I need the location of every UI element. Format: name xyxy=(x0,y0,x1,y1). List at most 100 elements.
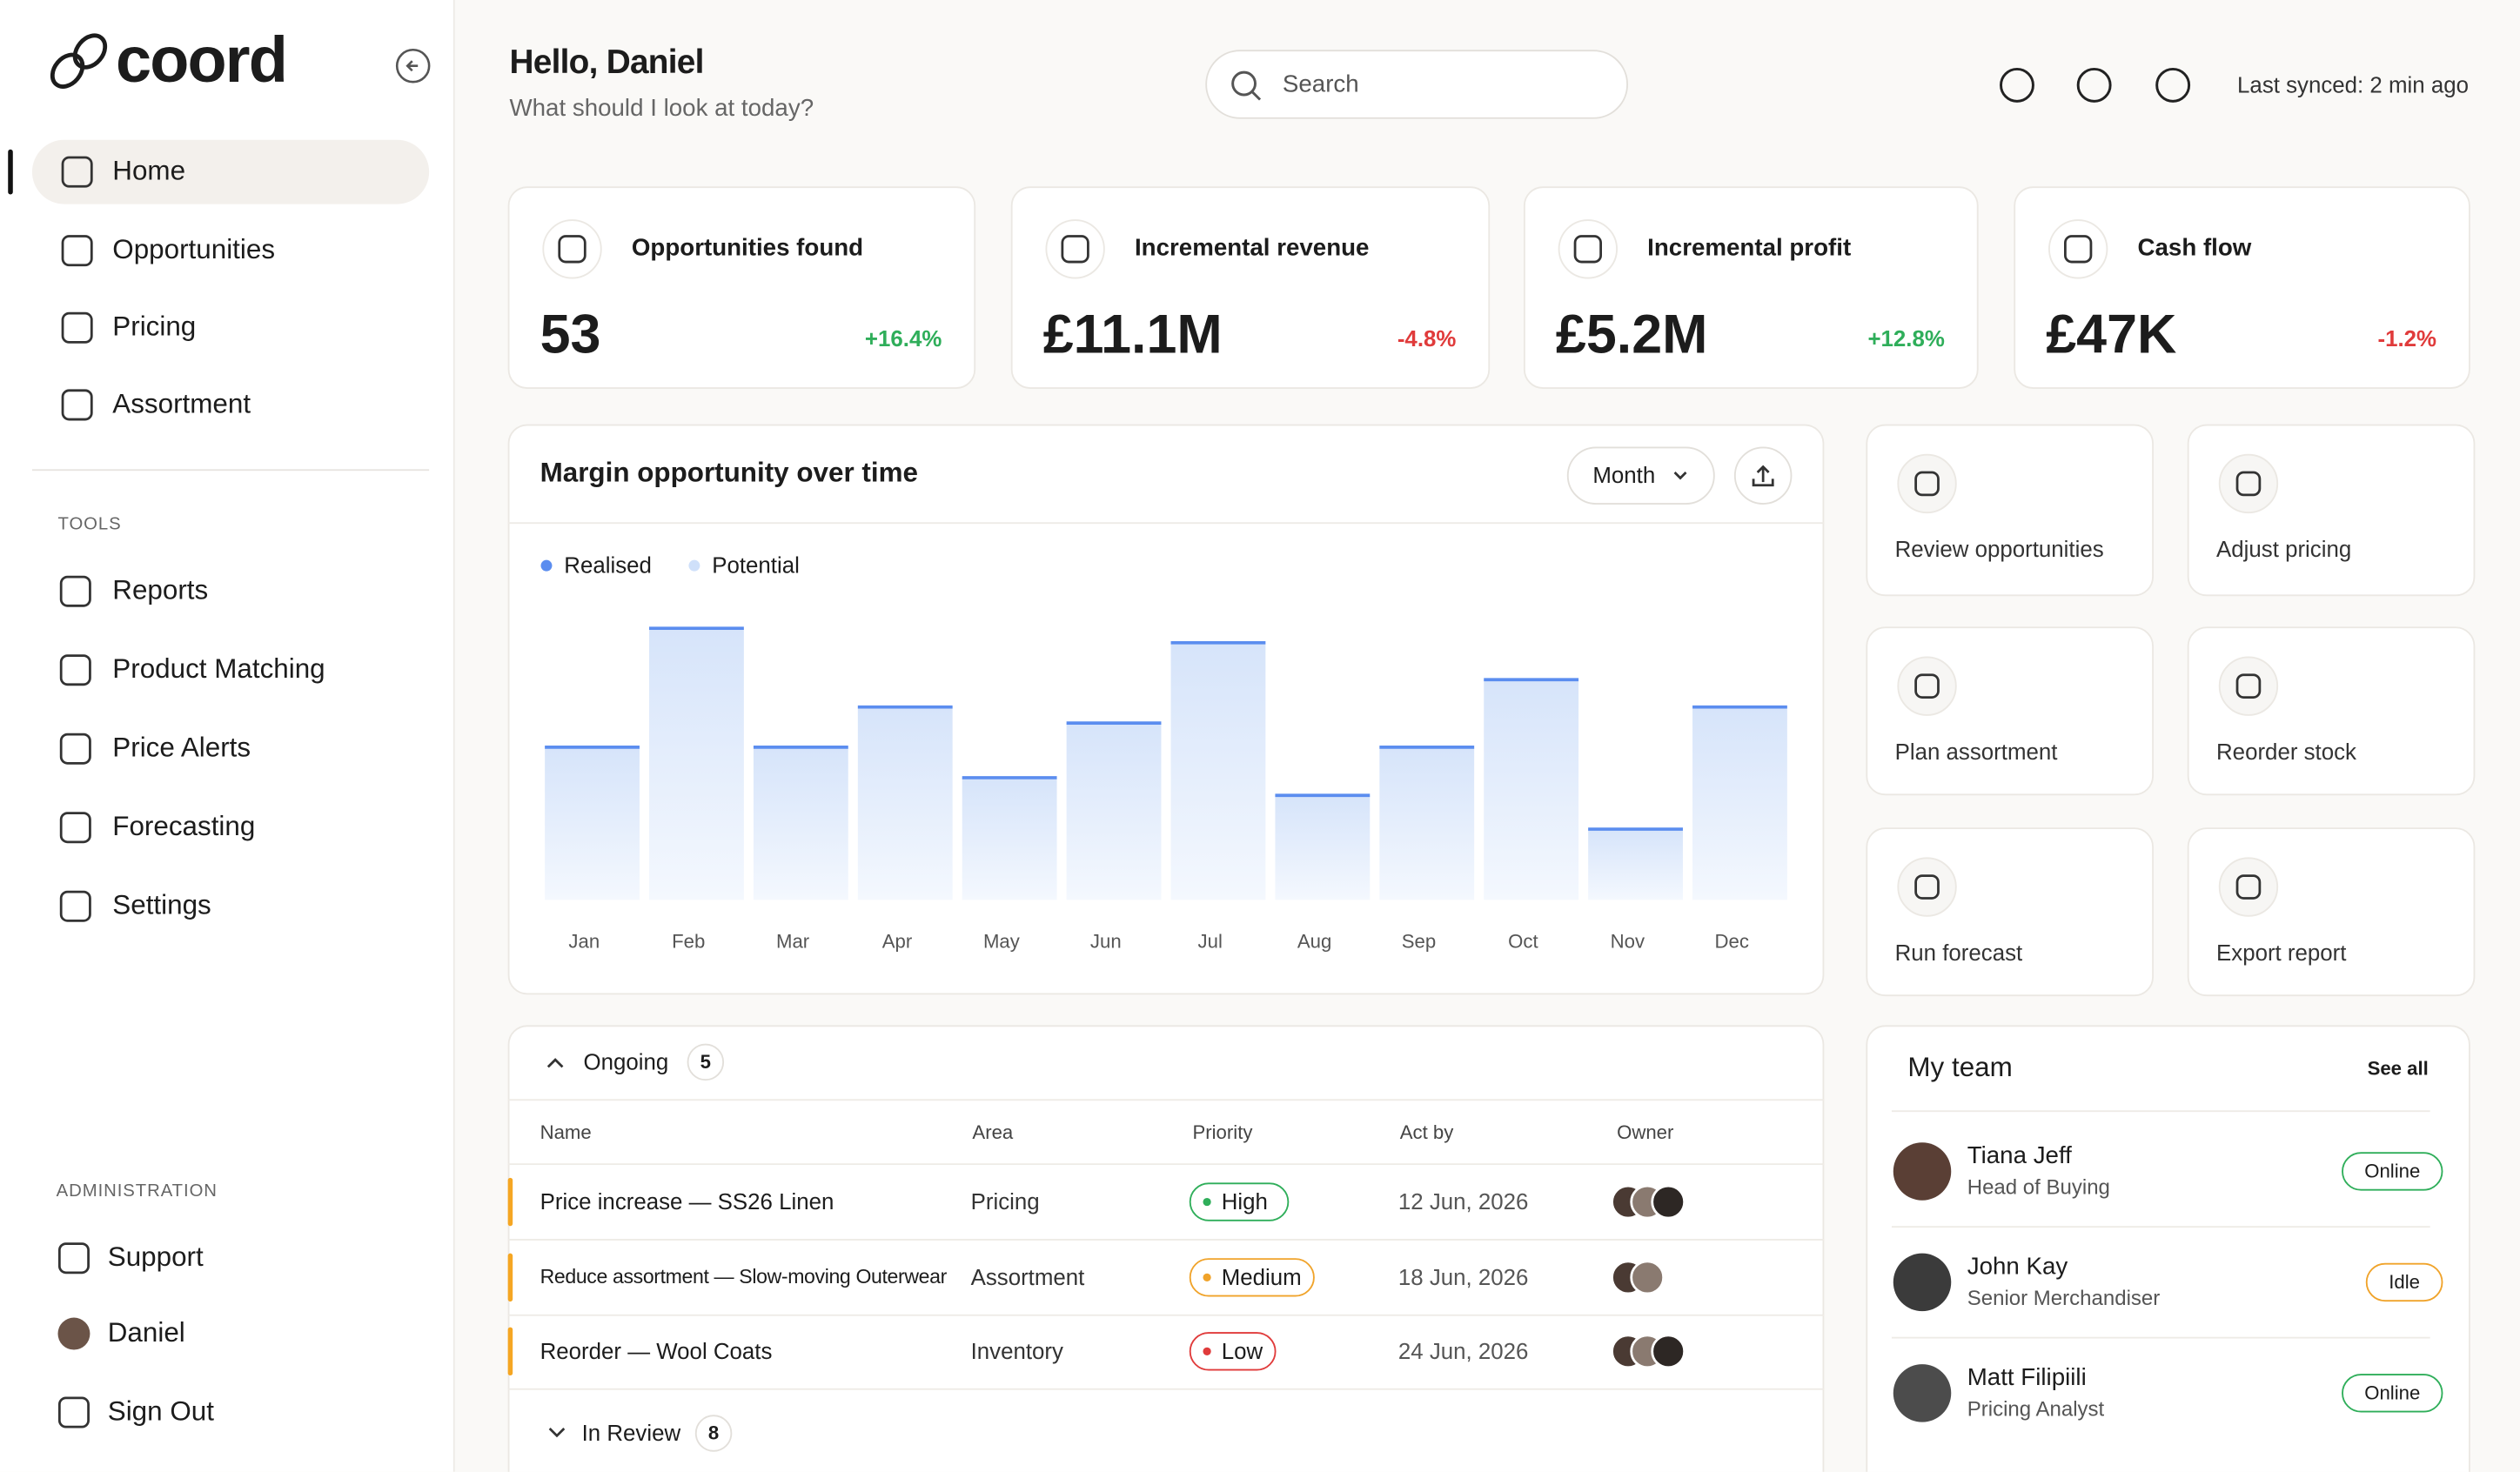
action-icon-bg xyxy=(2218,453,2279,514)
export-icon xyxy=(1752,465,1774,487)
count-badge xyxy=(694,1415,733,1452)
nav-item[interactable]: Pricing xyxy=(112,311,197,343)
kpi-value: 53 xyxy=(540,304,601,366)
nav-item[interactable]: Product Matching xyxy=(112,653,325,685)
period-button[interactable] xyxy=(1566,446,1715,505)
kpi-icon-bg xyxy=(1558,219,1619,279)
column-header: Name xyxy=(540,1121,592,1144)
kpi-value: £47K xyxy=(2046,304,2177,366)
owner-avatar xyxy=(1630,1260,1665,1295)
status-pill xyxy=(2365,1262,2443,1302)
nav-item[interactable]: Settings xyxy=(112,889,211,920)
divider xyxy=(507,1163,1825,1166)
status-pill xyxy=(2342,1374,2443,1413)
row-accent xyxy=(507,1253,513,1302)
kpi-card xyxy=(2014,186,2470,389)
icon xyxy=(1573,235,1602,264)
icon xyxy=(57,1242,90,1275)
member-role: Head of Buying xyxy=(1967,1174,2110,1200)
x-tick-label: Mar xyxy=(776,930,810,953)
icon xyxy=(61,235,93,267)
nav-item[interactable]: Reports xyxy=(112,574,209,606)
divider xyxy=(1891,1336,2430,1339)
divider xyxy=(507,522,1825,525)
nav-item[interactable]: Daniel xyxy=(107,1317,185,1348)
icon xyxy=(61,311,93,344)
kpi-value: £5.2M xyxy=(1555,304,1708,366)
chevron xyxy=(1673,472,1687,480)
subtitle: What should I look at today? xyxy=(509,94,814,123)
kpi-change: -1.2% xyxy=(2377,325,2437,351)
icon xyxy=(61,156,93,188)
action-label[interactable]: Reorder stock xyxy=(2216,738,2356,765)
icon xyxy=(59,733,91,765)
kpi-value: £11.1M xyxy=(1042,304,1223,366)
action-label[interactable]: Adjust pricing xyxy=(2216,536,2352,562)
icon xyxy=(57,1396,90,1429)
divider xyxy=(1891,1110,2430,1113)
legend-swatch xyxy=(540,559,553,572)
nav-item[interactable]: Support xyxy=(107,1241,204,1273)
owner-avatar xyxy=(1651,1334,1686,1369)
kpi-change: -4.8% xyxy=(1397,325,1457,351)
nav-item[interactable]: Assortment xyxy=(112,388,251,419)
legend-label: Potential xyxy=(712,552,800,579)
kpi-label: Incremental profit xyxy=(1647,234,1852,263)
bar xyxy=(545,746,640,900)
icon xyxy=(59,654,91,686)
divider xyxy=(507,1388,1825,1390)
bar xyxy=(753,746,848,900)
member-status: Idle xyxy=(2389,1270,2420,1294)
group-title[interactable]: In Review xyxy=(581,1420,681,1446)
bar xyxy=(1484,679,1579,900)
group-count: 8 xyxy=(707,1422,720,1445)
collapse-button[interactable] xyxy=(395,48,431,84)
task-area: Pricing xyxy=(970,1188,1040,1214)
search-box[interactable] xyxy=(1205,50,1629,119)
act-by: 18 Jun, 2026 xyxy=(1397,1263,1529,1290)
kpi-change: +12.8% xyxy=(1867,325,1945,351)
count-badge xyxy=(687,1043,725,1081)
kpi-icon-bg xyxy=(542,219,602,279)
kpi-card xyxy=(1010,186,1491,389)
icon xyxy=(1914,874,1940,900)
nav-item[interactable]: Forecasting xyxy=(112,811,256,842)
x-tick-label: Dec xyxy=(1714,930,1749,953)
icon xyxy=(1061,235,1089,264)
divider xyxy=(507,1099,1825,1101)
icon xyxy=(59,890,91,922)
task-name[interactable]: Reorder — Wool Coats xyxy=(540,1337,773,1364)
icon xyxy=(2235,874,2262,900)
nav-item[interactable]: Price Alerts xyxy=(112,732,251,763)
chart-title: Margin opportunity over time xyxy=(540,458,918,489)
column-header: Area xyxy=(972,1121,1014,1144)
action-label[interactable]: Export report xyxy=(2216,939,2347,966)
member-name: Tiana Jeff xyxy=(1967,1142,2072,1170)
period-label[interactable]: Month xyxy=(1592,462,1656,488)
task-area: Assortment xyxy=(970,1263,1085,1290)
owner-avatar xyxy=(1651,1184,1686,1220)
status-pill xyxy=(2342,1152,2443,1191)
member-avatar xyxy=(1893,1142,1952,1201)
action-label[interactable]: Run forecast xyxy=(1894,939,2023,966)
chevron xyxy=(548,1428,566,1438)
bar xyxy=(1275,795,1371,900)
x-tick-label: Jan xyxy=(568,930,600,953)
section-heading: TOOLS xyxy=(57,514,122,534)
see-all[interactable]: See all xyxy=(2367,1056,2429,1080)
nav-item[interactable]: Home xyxy=(112,155,186,186)
action-label[interactable]: Review opportunities xyxy=(1894,536,2104,562)
nav-item[interactable]: Opportunities xyxy=(112,234,276,265)
nav-item[interactable]: Sign Out xyxy=(107,1395,214,1427)
task-name[interactable]: Reduce assortment — Slow-moving Outerwea… xyxy=(540,1265,948,1288)
group-title[interactable]: Ongoing xyxy=(583,1048,669,1074)
action-label[interactable]: Plan assortment xyxy=(1894,738,2058,765)
task-name[interactable]: Price increase — SS26 Linen xyxy=(540,1188,834,1214)
action-icon-bg xyxy=(2218,656,2279,716)
team-title: My team xyxy=(1907,1052,2013,1083)
sidebar xyxy=(0,0,455,1472)
icon xyxy=(2064,235,2093,264)
